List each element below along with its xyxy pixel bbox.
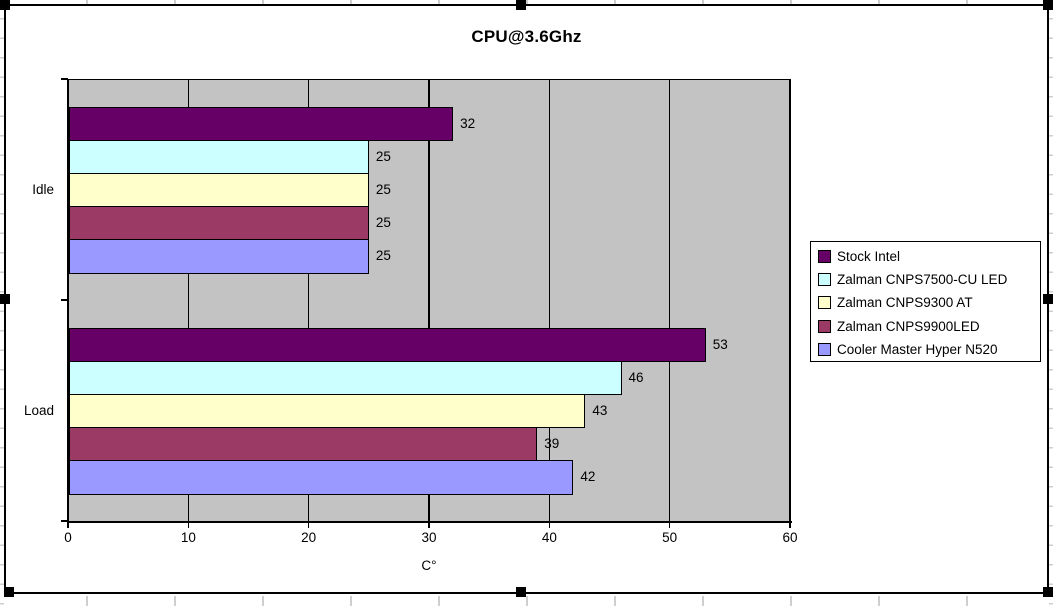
selection-handle-bottom-middle[interactable] bbox=[516, 587, 526, 597]
legend[interactable]: Stock Intel Zalman CNPS7500-CU LED Zalman … bbox=[810, 241, 1041, 362]
value-label-load-stock-intel: 53 bbox=[712, 336, 728, 352]
legend-label-zalman-cnps9900led: Zalman CNPS9900LED bbox=[837, 318, 980, 334]
x-tick-label-20: 20 bbox=[301, 530, 317, 545]
x-tick-label-60: 60 bbox=[782, 530, 798, 545]
major-gridline bbox=[668, 79, 671, 521]
selection-handle-middle-left[interactable] bbox=[0, 294, 10, 304]
value-label-load-zalman-cnps7500-cu-led: 46 bbox=[628, 369, 644, 385]
x-axis-tick bbox=[187, 521, 190, 528]
y-axis-tick bbox=[61, 299, 68, 301]
legend-item-zalman-cnps9300-at[interactable]: Zalman CNPS9300 AT bbox=[818, 291, 1040, 314]
selection-handle-middle-right[interactable] bbox=[1043, 294, 1053, 304]
category-label-load: Load bbox=[23, 403, 54, 418]
x-tick-label-40: 40 bbox=[541, 530, 557, 545]
legend-label-zalman-cnps9300-at: Zalman CNPS9300 AT bbox=[837, 295, 973, 311]
legend-items: Stock Intel Zalman CNPS7500-CU LED Zalman … bbox=[818, 245, 1040, 361]
x-tick-label-50: 50 bbox=[662, 530, 678, 545]
x-tick-label-10: 10 bbox=[180, 530, 196, 545]
value-label-load-zalman-cnps9300-at: 43 bbox=[592, 402, 608, 418]
selection-handle-top-middle[interactable] bbox=[516, 0, 526, 10]
bar-load-stock-intel[interactable] bbox=[68, 327, 706, 362]
legend-label-cooler-master-hyper-n520: Cooler Master Hyper N520 bbox=[837, 341, 998, 357]
value-label-idle-cooler-master-hyper-n520: 25 bbox=[375, 248, 391, 264]
y-axis-tick bbox=[61, 78, 68, 80]
major-gridline bbox=[428, 79, 430, 521]
x-axis-tick bbox=[548, 521, 551, 528]
major-gridline bbox=[307, 79, 310, 521]
x-axis-tick bbox=[67, 521, 69, 528]
x-axis-tick bbox=[789, 521, 791, 528]
category-label-idle: Idle bbox=[32, 182, 54, 197]
selection-handle-top-right[interactable] bbox=[1043, 0, 1053, 10]
x-axis-title: C° bbox=[421, 558, 437, 573]
bar-idle-zalman-cnps9300-at[interactable] bbox=[68, 172, 369, 208]
x-axis-tick bbox=[428, 521, 430, 528]
bar-idle-cooler-master-hyper-n520[interactable] bbox=[68, 239, 369, 274]
legend-item-zalman-cnps7500-cu-led[interactable]: Zalman CNPS7500-CU LED bbox=[818, 268, 1040, 291]
legend-swatch-zalman-cnps7500-cu-led bbox=[818, 273, 831, 287]
legend-swatch-zalman-cnps9300-at bbox=[818, 296, 831, 310]
value-label-idle-zalman-cnps7500-cu-led: 25 bbox=[375, 148, 391, 164]
y-axis-tick bbox=[61, 520, 68, 522]
bar-idle-zalman-cnps7500-cu-led[interactable] bbox=[68, 139, 369, 175]
bar-load-zalman-cnps9300-at[interactable] bbox=[68, 393, 586, 429]
bar-idle-zalman-cnps9900led[interactable] bbox=[68, 206, 369, 241]
legend-item-stock-intel[interactable]: Stock Intel bbox=[818, 245, 1040, 268]
legend-label-zalman-cnps7500-cu-led: Zalman CNPS7500-CU LED bbox=[837, 272, 1008, 288]
value-label-load-cooler-master-hyper-n520: 42 bbox=[580, 469, 596, 485]
bar-load-zalman-cnps7500-cu-led[interactable] bbox=[68, 360, 622, 396]
legend-swatch-cooler-master-hyper-n520 bbox=[818, 342, 831, 356]
legend-swatch-zalman-cnps9900led bbox=[818, 319, 831, 333]
bar-idle-stock-intel[interactable] bbox=[68, 106, 454, 141]
legend-item-cooler-master-hyper-n520[interactable]: Cooler Master Hyper N520 bbox=[818, 338, 1040, 361]
major-gridline bbox=[789, 79, 791, 521]
legend-item-zalman-cnps9900led[interactable]: Zalman CNPS9900LED bbox=[818, 315, 1040, 338]
x-tick-label-30: 30 bbox=[421, 530, 437, 545]
y-axis bbox=[66, 79, 69, 523]
value-label-idle-stock-intel: 32 bbox=[460, 115, 476, 131]
bar-load-cooler-master-hyper-n520[interactable] bbox=[68, 460, 574, 495]
selection-handle-bottom-left[interactable] bbox=[4, 587, 14, 597]
chart-title: CPU@3.6Ghz bbox=[471, 27, 582, 46]
legend-label-stock-intel: Stock Intel bbox=[837, 249, 901, 265]
x-tick-label-0: 0 bbox=[64, 530, 72, 545]
value-label-idle-zalman-cnps9300-at: 25 bbox=[375, 181, 391, 197]
x-axis-tick bbox=[668, 521, 671, 528]
value-label-idle-zalman-cnps9900led: 25 bbox=[375, 215, 391, 231]
selection-handle-top-left[interactable] bbox=[0, 0, 10, 10]
major-gridline bbox=[548, 79, 551, 521]
selection-handle-bottom-right[interactable] bbox=[1043, 587, 1053, 597]
bar-load-zalman-cnps9900led[interactable] bbox=[68, 427, 538, 462]
major-gridline bbox=[187, 79, 190, 521]
x-axis-tick bbox=[307, 521, 310, 528]
legend-swatch-stock-intel bbox=[818, 250, 831, 264]
value-label-load-zalman-cnps9900led: 39 bbox=[544, 436, 560, 452]
